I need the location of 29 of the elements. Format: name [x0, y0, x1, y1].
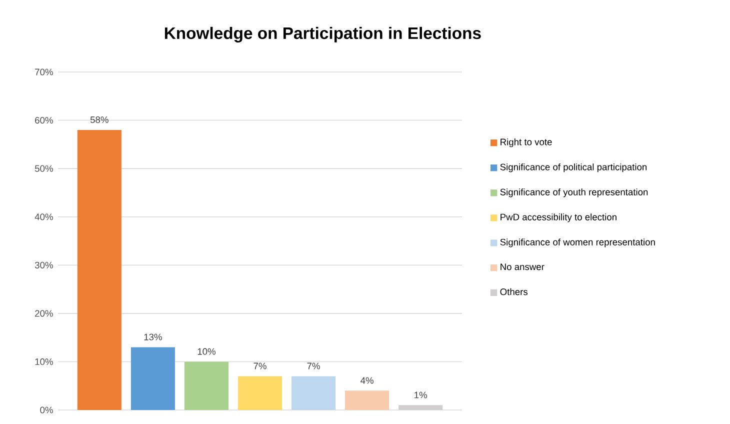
- chart-title: Knowledge on Participation in Elections: [164, 26, 481, 42]
- bar: [345, 390, 390, 410]
- data-label: 4%: [360, 377, 374, 384]
- data-label: 7%: [307, 362, 320, 370]
- y-tick-label: 20%: [35, 310, 53, 317]
- legend-label: Right to vote: [500, 138, 552, 148]
- y-tick-label: 60%: [35, 116, 53, 124]
- data-label: 10%: [198, 348, 216, 355]
- y-tick-label: 10%: [35, 358, 53, 366]
- y-tick-label: 40%: [34, 214, 53, 220]
- legend-label: Significance of political participation: [500, 163, 647, 172]
- bar: [77, 130, 122, 410]
- legend-label: PwD accessibility to election: [500, 214, 616, 222]
- y-tick-label: 30%: [34, 262, 53, 268]
- data-label: 1%: [414, 392, 428, 398]
- bar: [130, 347, 175, 410]
- bar: [238, 376, 282, 410]
- y-tick-label: 70%: [35, 68, 53, 76]
- y-tick-label: 50%: [34, 165, 53, 172]
- legend-label: Others: [500, 288, 528, 296]
- data-label: 13%: [144, 334, 162, 340]
- bar: [184, 362, 228, 410]
- legend-label: Significance of women representation: [500, 238, 655, 248]
- legend-label: Significance of youth representation: [500, 188, 648, 198]
- y-tick-label: 0%: [40, 406, 53, 414]
- bar: [292, 376, 336, 410]
- legend-label: No answer: [500, 264, 544, 270]
- data-label: 7%: [254, 362, 266, 370]
- data-label: 58%: [90, 116, 108, 123]
